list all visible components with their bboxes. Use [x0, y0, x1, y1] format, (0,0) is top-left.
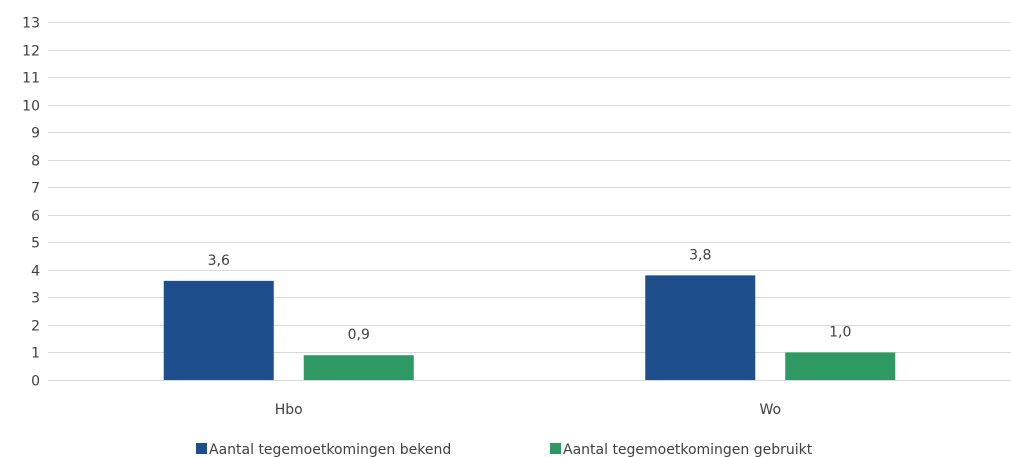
y-tick-label: 1: [31, 346, 40, 362]
data-label: 3,8: [689, 247, 711, 263]
y-tick-label: 5: [31, 236, 40, 252]
data-label: 3,6: [208, 253, 230, 269]
x-category-label: Hbo: [275, 402, 303, 418]
y-tick-label: 7: [31, 181, 40, 197]
y-tick-label: 4: [31, 264, 40, 280]
y-tick-label: 0: [31, 374, 40, 390]
bar: [303, 355, 414, 380]
legend-label: Aantal tegemoetkomingen bekend: [209, 442, 451, 457]
y-tick-label: 11: [22, 71, 40, 87]
y-tick-label: 2: [31, 319, 40, 335]
bars: [163, 275, 896, 380]
y-tick-label: 10: [22, 99, 40, 115]
y-tick-label: 8: [31, 154, 40, 170]
legend-swatch: [196, 443, 207, 454]
data-labels: 3,6 0,9 3,8 1,0: [208, 247, 852, 343]
y-tick-label: 9: [31, 126, 40, 142]
x-category-label: Wo: [759, 402, 781, 418]
y-tick-label: 3: [31, 291, 40, 307]
legend-swatch: [550, 443, 561, 454]
x-axis-categories: Hbo Wo: [275, 402, 781, 418]
bar: [645, 275, 756, 380]
y-tick-label: 12: [22, 44, 40, 60]
data-label: 0,9: [348, 327, 370, 343]
bar: [785, 352, 896, 380]
legend: Aantal tegemoetkomingen bekend Aantal teg…: [196, 442, 813, 457]
y-tick-label: 6: [31, 209, 40, 225]
data-label: 1,0: [829, 324, 851, 340]
y-tick-label: 13: [22, 16, 40, 32]
bar: [163, 280, 274, 380]
legend-label: Aantal tegemoetkomingen gebruikt: [563, 442, 813, 457]
gridlines: [48, 22, 1011, 381]
